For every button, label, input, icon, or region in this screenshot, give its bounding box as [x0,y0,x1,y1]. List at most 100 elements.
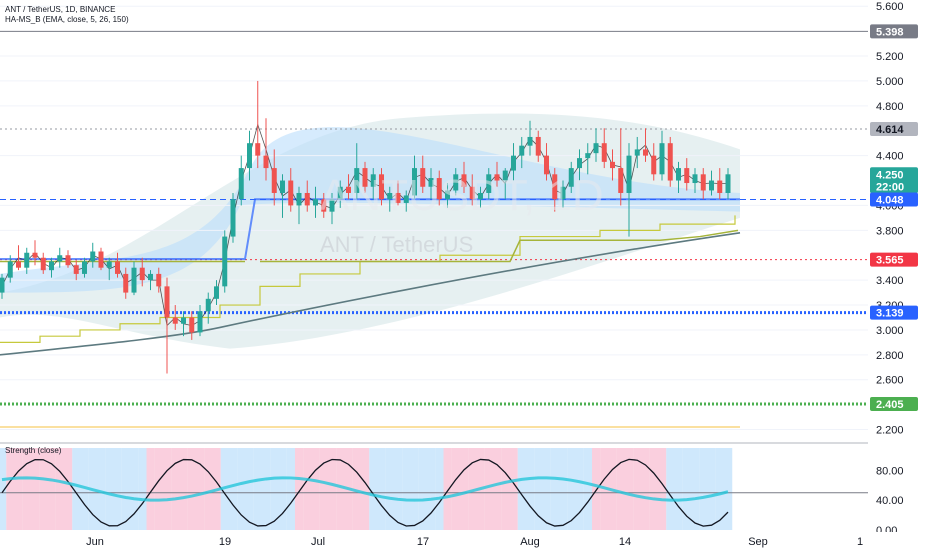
candle-body [123,273,129,293]
candle-body [684,168,690,184]
candle-body [98,251,104,268]
strength-bar [435,448,444,530]
strength-bar [625,448,634,530]
candle-body [271,168,277,193]
candle-body [700,174,706,191]
candle-body [73,265,79,274]
watermark: ANTUSDT, 1D ANT / TetherUS [320,171,604,257]
strength-bar [245,448,254,530]
candle-body [568,168,574,187]
strength-bar [649,448,658,530]
strength-bar [295,448,304,530]
candle-body [164,286,170,318]
candle-body [577,158,582,169]
candle-body [403,195,409,203]
indicator-legend[interactable]: HA-MS_B (EMA, close, 5, 26, 150) [5,15,129,24]
strength-bar [113,448,122,530]
price-tag-bg [870,397,918,412]
candle-body [115,261,120,274]
candle-body [148,273,153,281]
price-tag-label: 4.250 [876,169,904,181]
candle-body [346,186,351,193]
candle-body [593,143,599,154]
candle-body [634,149,640,156]
watermark-name: ANT / TetherUS [320,232,473,257]
price-axis-tick: 3.400 [876,275,904,287]
strength-bar [385,448,394,530]
price-tag-label: 3.565 [876,255,904,267]
price-axis-tick: 2.800 [876,350,904,362]
candle-body [181,317,186,324]
symbol-legend[interactable]: ANT / TetherUS, 1D, BINANCE [5,5,116,14]
candle-body [626,155,632,193]
candle-body [106,261,112,268]
candle-body [139,267,145,281]
strength-bar [509,448,518,530]
long-ema-line [0,232,741,356]
strength-bar [691,448,700,530]
price-axis[interactable]: 5.6005.2005.0004.8004.4004.0003.8003.400… [868,0,932,550]
price-axis-tick: 3.800 [876,225,904,237]
candle-body [535,136,541,156]
strength-bar [262,448,271,530]
strength-bar [517,448,526,530]
strength-bar [286,448,295,530]
price-tag-bg [870,24,918,39]
strength-bar [311,448,320,530]
signal-line [1,476,729,502]
trailing-stop-line [0,215,736,343]
candle-body [502,170,508,181]
candle-body [90,251,96,262]
candle-body [412,168,417,196]
candle-body [247,143,252,169]
candle-body [214,286,219,299]
strength-bar [641,448,650,530]
strength-bar [616,448,625,530]
price-tag: 5.398 [870,24,918,39]
strength-bar [130,448,139,530]
candle-body [57,255,63,262]
strength-bar [187,448,196,530]
strength-bar [682,448,691,530]
channel-line [0,198,740,260]
candle-body [304,192,310,206]
price-axis-tick: 2.200 [876,425,904,437]
candle-body [40,257,46,271]
candle-body [321,199,327,212]
candle-body [511,155,516,171]
strength-bar [460,448,469,530]
price-tag-label: 3.139 [876,308,904,320]
price-tag: 3.139 [870,305,918,320]
strength-bar [674,448,683,530]
oscillator-legend[interactable]: Strength (close) [5,446,62,455]
price-tag-bg [870,121,918,136]
candle-body [189,317,195,333]
price-tag: 2.405 [870,397,918,412]
strength-bar [418,448,427,530]
candle-body [725,174,731,193]
oscillator-panel [0,442,932,530]
price-tag-bg [870,305,918,320]
time-axis-tick: Sep [748,536,768,548]
strength-bar [451,448,460,530]
price-tag-bg [870,252,918,267]
price-tag-bg [870,192,918,207]
time-axis[interactable]: Jun 19 Jul 17 Aug 14 Sep 1 [0,532,932,550]
strength-bar [468,448,477,530]
strength-bar [0,448,7,530]
strength-bar [361,448,370,530]
candle-body [24,252,30,268]
candlestick-series [0,80,731,374]
strength-bar [699,448,708,530]
candle-body [676,168,681,181]
strength-bar [237,448,246,530]
oscillator-axis-tick: 80.00 [876,465,904,477]
strength-bar [163,448,172,530]
price-tag-label: 4.048 [876,194,904,206]
candle-body [717,180,723,193]
candle-body [354,168,360,193]
candle-body [7,261,13,278]
